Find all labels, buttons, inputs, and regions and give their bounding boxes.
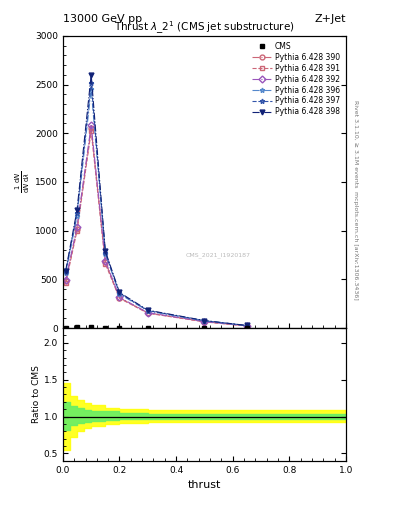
CMS [117,325,122,331]
Pythia 6.428 397 [63,269,68,275]
CMS [145,325,150,331]
Pythia 6.428 391 [202,319,207,325]
Pythia 6.428 396 [89,87,94,93]
CMS [63,325,68,331]
Line: CMS: CMS [63,325,249,330]
Pythia 6.428 391 [63,280,68,286]
Pythia 6.428 392 [244,323,249,329]
Text: Z+Jet: Z+Jet [314,14,346,24]
Pythia 6.428 392 [63,277,68,283]
Pythia 6.428 398 [117,289,122,295]
X-axis label: thrust: thrust [188,480,221,490]
Pythia 6.428 396 [103,251,108,257]
Pythia 6.428 398 [63,267,68,273]
Pythia 6.428 391 [89,128,94,134]
Pythia 6.428 391 [244,323,249,329]
Pythia 6.428 392 [103,258,108,264]
Pythia 6.428 392 [202,318,207,325]
Text: 13000 GeV pp: 13000 GeV pp [63,14,142,24]
Text: Rivet 3.1.10, ≥ 3.1M events: Rivet 3.1.10, ≥ 3.1M events [353,100,358,187]
Pythia 6.428 390 [117,295,122,301]
CMS [103,325,108,331]
Pythia 6.428 397 [89,79,94,86]
Pythia 6.428 390 [244,323,249,329]
Pythia 6.428 390 [145,310,150,316]
CMS [244,325,249,331]
Pythia 6.428 396 [63,270,68,276]
Pythia 6.428 390 [89,125,94,132]
Legend: CMS, Pythia 6.428 390, Pythia 6.428 391, Pythia 6.428 392, Pythia 6.428 396, Pyt: CMS, Pythia 6.428 390, Pythia 6.428 391,… [250,39,342,119]
CMS [75,324,79,330]
Pythia 6.428 391 [75,227,79,233]
Pythia 6.428 397 [117,290,122,296]
Pythia 6.428 392 [145,310,150,316]
Line: Pythia 6.428 398: Pythia 6.428 398 [63,72,249,328]
Pythia 6.428 390 [202,318,207,325]
Pythia 6.428 396 [75,213,79,219]
Pythia 6.428 392 [117,294,122,301]
Pythia 6.428 398 [75,207,79,213]
Pythia 6.428 396 [145,308,150,314]
Text: mcplots.cern.ch [arXiv:1306.3436]: mcplots.cern.ch [arXiv:1306.3436] [353,191,358,300]
Line: Pythia 6.428 396: Pythia 6.428 396 [63,87,249,328]
Pythia 6.428 397 [244,323,249,329]
Title: Thrust $\lambda\_2^1$ (CMS jet substructure): Thrust $\lambda\_2^1$ (CMS jet substruct… [114,19,295,36]
Line: Pythia 6.428 397: Pythia 6.428 397 [63,80,249,328]
Pythia 6.428 397 [145,308,150,314]
Line: Pythia 6.428 390: Pythia 6.428 390 [63,126,249,328]
Pythia 6.428 398 [244,323,249,329]
Line: Pythia 6.428 391: Pythia 6.428 391 [63,129,249,328]
CMS [202,325,207,331]
Pythia 6.428 396 [117,291,122,297]
Pythia 6.428 391 [145,310,150,316]
Text: CMS_2021_I1920187: CMS_2021_I1920187 [186,252,251,258]
Pythia 6.428 396 [202,318,207,324]
Line: Pythia 6.428 392: Pythia 6.428 392 [63,123,249,328]
Pythia 6.428 391 [103,261,108,267]
Pythia 6.428 391 [117,295,122,302]
Pythia 6.428 397 [75,210,79,216]
Pythia 6.428 398 [145,307,150,313]
Pythia 6.428 390 [103,259,108,265]
Pythia 6.428 398 [103,248,108,254]
Pythia 6.428 390 [75,226,79,232]
Pythia 6.428 398 [202,317,207,324]
Pythia 6.428 396 [244,323,249,329]
Pythia 6.428 397 [103,249,108,255]
Y-axis label: Ratio to CMS: Ratio to CMS [32,366,41,423]
Pythia 6.428 390 [63,278,68,284]
Pythia 6.428 392 [89,122,94,129]
CMS [89,324,94,330]
Y-axis label: $\frac{1}{\mathrm{d}N}\frac{\mathrm{d}N}{\mathrm{d}\lambda}$: $\frac{1}{\mathrm{d}N}\frac{\mathrm{d}N}… [14,171,32,193]
Pythia 6.428 398 [89,72,94,78]
Pythia 6.428 392 [75,224,79,230]
Pythia 6.428 397 [202,317,207,324]
